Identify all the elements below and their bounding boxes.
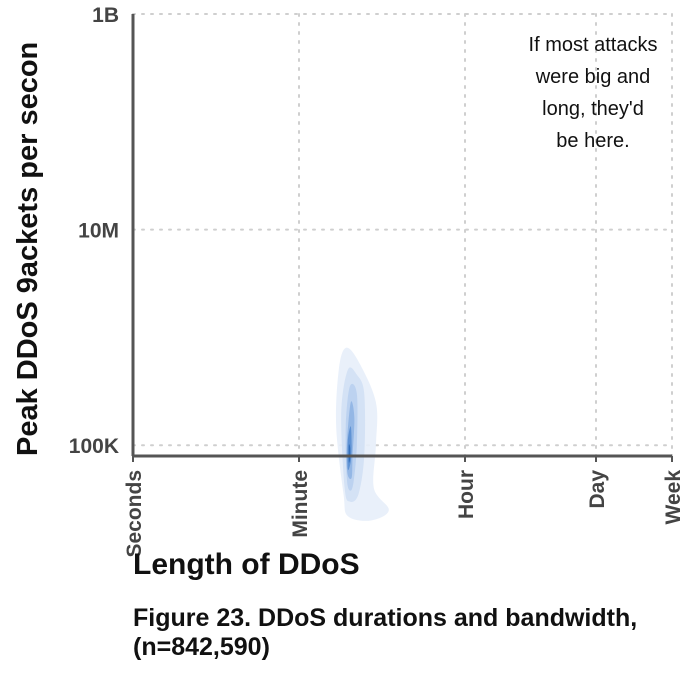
x-axis-title: Length of DDoS: [133, 548, 360, 581]
y-tick-label: 1B: [92, 4, 119, 27]
x-tick-label: Week: [662, 470, 685, 525]
grid-lines: [132, 13, 673, 457]
y-tick-label: 100K: [69, 435, 119, 458]
x-tick-label: Minute: [289, 470, 312, 538]
x-tick-label: Seconds: [123, 470, 146, 558]
y-tick-label: 10M: [78, 220, 119, 243]
density-level-6: [348, 444, 351, 463]
annotation-line: be here.: [556, 130, 629, 152]
figure-caption: Figure 23. DDoS durations and bandwidth,…: [133, 604, 638, 661]
density-layer: [335, 347, 389, 521]
y-tick-labels: 1B 10M 100K: [69, 4, 119, 458]
x-tick-label: Day: [586, 470, 609, 509]
annotation-line: were big and: [535, 66, 651, 88]
x-tick-labels: Seconds Minute Hour Day Week: [123, 470, 685, 558]
x-tick-label: Hour: [455, 470, 478, 519]
annotation-line: long, they'd: [542, 98, 644, 120]
annotation-text: If most attacks were big and long, they'd b…: [529, 34, 658, 152]
annotation-line: If most attacks: [529, 34, 658, 56]
axes: [131, 14, 673, 462]
y-axis-title: Peak DDoS 9ackets per secon: [12, 42, 44, 456]
